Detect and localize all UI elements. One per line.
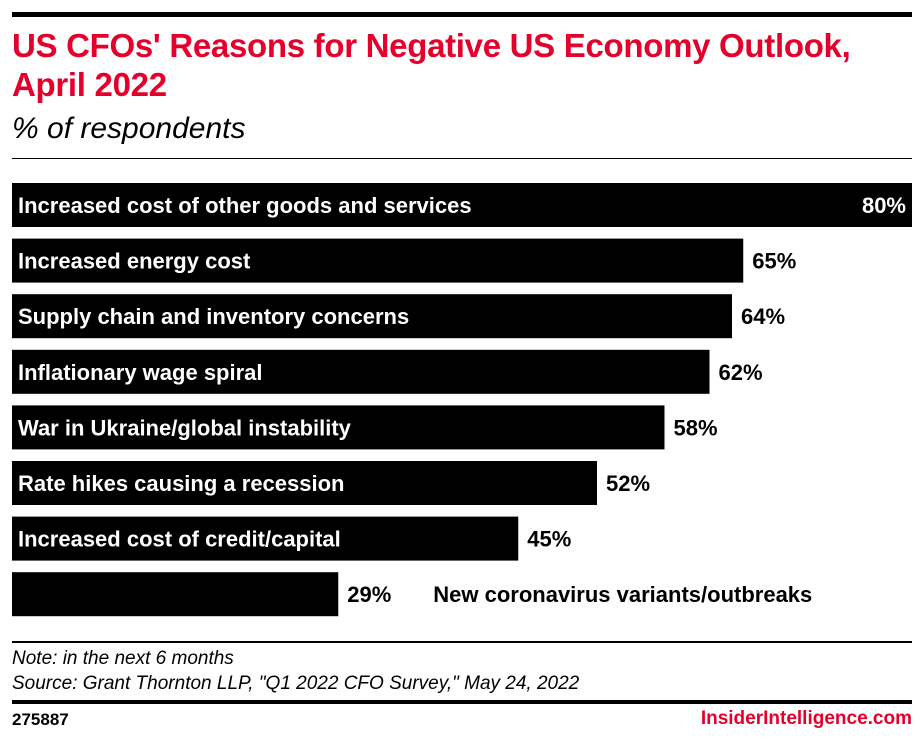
chart-title: US CFOs' Reasons for Negative US Economy… [12, 27, 851, 103]
bar [12, 183, 912, 227]
value-label: 58% [674, 415, 718, 440]
category-label: Increased energy cost [18, 249, 251, 274]
footer-divider [12, 641, 912, 643]
value-label: 52% [606, 471, 650, 496]
chart-subtitle: % of respondents [12, 112, 246, 145]
bar [12, 238, 744, 283]
brand-link[interactable]: InsiderIntelligence.com [700, 708, 912, 729]
category-label: New coronavirus variants/outbreaks [433, 582, 812, 607]
chart-id: 275887 [12, 710, 69, 729]
category-label: Increased cost of other goods and servic… [18, 193, 472, 218]
bar [12, 516, 519, 561]
bar-chart: 80% Increased cost of other goods and ser… [12, 183, 912, 617]
value-label: 29% [347, 582, 391, 607]
value-label: 45% [527, 527, 571, 552]
category-label: Supply chain and inventory concerns [18, 304, 409, 329]
value-label: 64% [741, 304, 785, 329]
bar [12, 405, 665, 450]
bar [12, 572, 339, 617]
note: Note: in the next 6 months [12, 648, 234, 669]
value-label: 62% [719, 360, 763, 385]
header-divider [12, 158, 912, 159]
category-label: Increased cost of credit/capital [18, 527, 341, 552]
value-label: 65% [752, 249, 796, 274]
top-rule [12, 12, 912, 17]
category-label: War in Ukraine/global instability [18, 415, 352, 440]
bottom-rule [12, 700, 912, 704]
category-label: Inflationary wage spiral [18, 360, 263, 385]
bar [12, 294, 732, 339]
bar [12, 461, 597, 505]
category-label: Rate hikes causing a recession [18, 471, 345, 496]
bar [12, 349, 710, 394]
source: Source: Grant Thornton LLP, "Q1 2022 CFO… [12, 673, 580, 694]
value-label: 80% [862, 193, 906, 218]
